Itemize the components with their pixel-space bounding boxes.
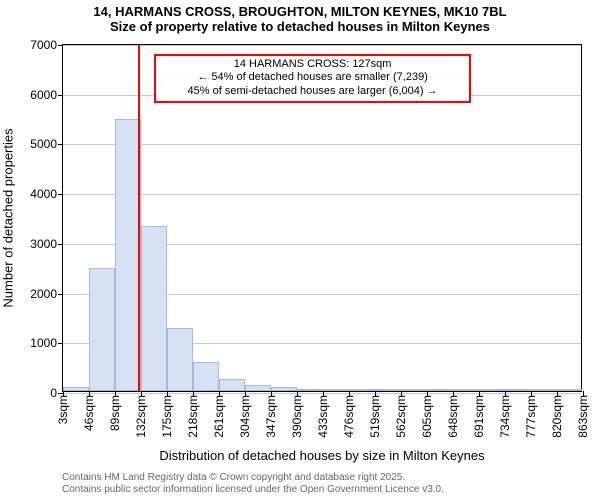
histogram-bar <box>349 389 375 391</box>
histogram-bar <box>245 385 271 391</box>
y-tick-label: 1000 <box>30 336 63 350</box>
chart-title-desc: Size of property relative to detached ho… <box>0 19 600 36</box>
x-tick-label: 89sqm <box>108 395 122 431</box>
y-tick-label: 2000 <box>30 287 63 301</box>
plot-area: 010002000300040005000600070003sqm46sqm89… <box>62 44 582 392</box>
x-tick-label: 3sqm <box>56 395 70 424</box>
y-axis-label: Number of detached properties <box>1 128 16 307</box>
histogram-bar <box>63 387 89 391</box>
annotation-line2: ← 54% of detached houses are smaller (7,… <box>160 71 465 85</box>
y-tick-label: 5000 <box>30 137 63 151</box>
histogram-bar <box>141 226 167 391</box>
property-marker-line <box>138 45 140 391</box>
x-tick-label: 304sqm <box>238 395 252 438</box>
histogram-bar <box>375 389 401 391</box>
annotation-box: 14 HARMANS CROSS: 127sqm← 54% of detache… <box>154 54 471 103</box>
x-tick-label: 820sqm <box>550 395 564 438</box>
x-tick-label: 734sqm <box>498 395 512 438</box>
x-tick-label: 691sqm <box>472 395 486 438</box>
x-tick-label: 347sqm <box>264 395 278 438</box>
histogram-bar <box>401 389 427 391</box>
property-size-histogram: 14, HARMANS CROSS, BROUGHTON, MILTON KEY… <box>0 0 600 500</box>
x-tick-label: 218sqm <box>186 395 200 438</box>
histogram-bar <box>297 389 323 391</box>
histogram-bar <box>271 387 297 391</box>
x-axis-label: Distribution of detached houses by size … <box>62 448 582 463</box>
credit-line-2: Contains public sector information licen… <box>62 484 444 496</box>
x-tick-label: 648sqm <box>446 395 460 438</box>
y-tick-label: 3000 <box>30 237 63 251</box>
x-tick-label: 863sqm <box>576 395 590 438</box>
y-tick-label: 4000 <box>30 187 63 201</box>
histogram-bar <box>89 268 115 391</box>
chart-credits: Contains HM Land Registry data © Crown c… <box>62 472 444 496</box>
histogram-bar <box>505 389 531 391</box>
chart-title-address: 14, HARMANS CROSS, BROUGHTON, MILTON KEY… <box>0 0 600 19</box>
annotation-line3: 45% of semi-detached houses are larger (… <box>160 85 465 99</box>
y-tick-label: 7000 <box>30 38 63 52</box>
x-tick-label: 519sqm <box>368 395 382 438</box>
histogram-bar <box>531 389 557 391</box>
x-tick-label: 261sqm <box>212 395 226 438</box>
x-tick-label: 132sqm <box>134 395 148 438</box>
histogram-bar <box>219 379 245 391</box>
histogram-bar <box>557 389 583 391</box>
y-tick-label: 6000 <box>30 88 63 102</box>
histogram-bar <box>453 389 479 391</box>
x-tick-label: 390sqm <box>290 395 304 438</box>
gridline <box>63 45 581 46</box>
x-tick-label: 476sqm <box>342 395 356 438</box>
credit-line-1: Contains HM Land Registry data © Crown c… <box>62 472 444 484</box>
x-tick-label: 46sqm <box>82 395 96 431</box>
x-tick-label: 433sqm <box>316 395 330 438</box>
histogram-bar <box>167 328 193 391</box>
histogram-bar <box>323 389 349 391</box>
histogram-bar <box>427 389 453 391</box>
annotation-line1: 14 HARMANS CROSS: 127sqm <box>160 58 465 72</box>
x-tick-label: 605sqm <box>420 395 434 438</box>
x-tick-label: 175sqm <box>160 395 174 438</box>
x-tick-label: 777sqm <box>524 395 538 438</box>
histogram-bar <box>479 389 505 391</box>
x-tick-label: 562sqm <box>394 395 408 438</box>
histogram-bar <box>193 362 219 391</box>
